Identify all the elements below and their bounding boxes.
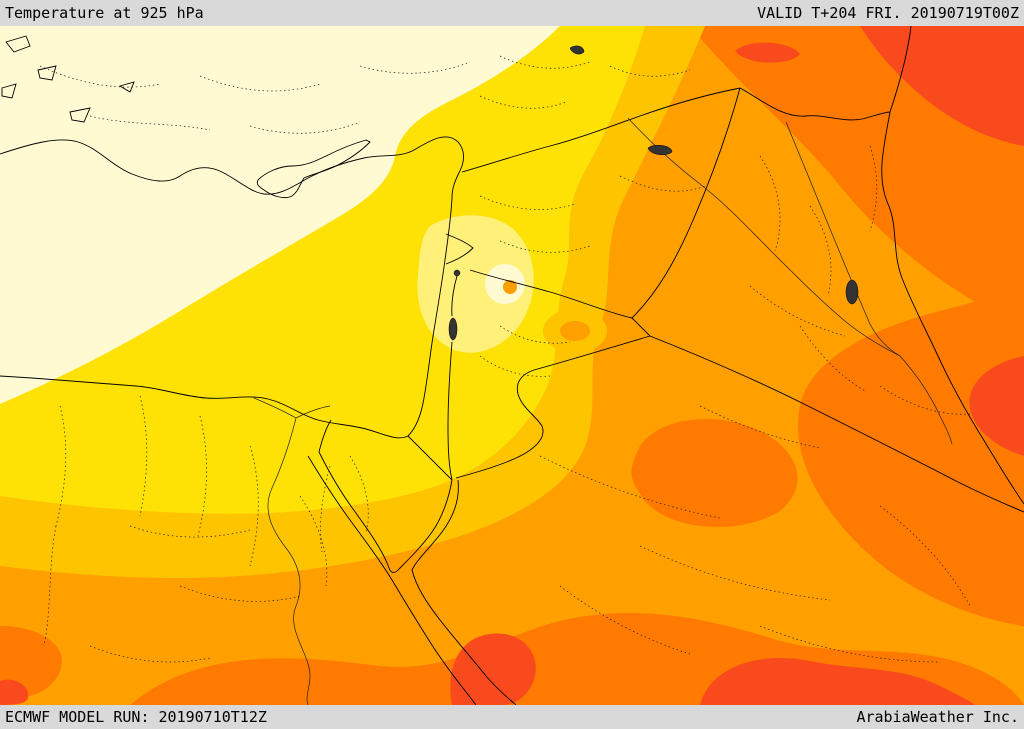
field-orange-jordan-core: [560, 321, 590, 341]
border-turkey-iraq-iran: [739, 26, 912, 121]
weather-map: [0, 26, 1024, 705]
lake-tharthar: [845, 279, 859, 305]
nile-delta-branches: [253, 397, 331, 419]
rivers: [253, 117, 953, 705]
border-syria-iraq: [631, 87, 741, 319]
field-dark-orange-rightmid: [798, 286, 1024, 626]
model-run-label: ECMWF MODEL RUN: 20190710T12Z: [5, 707, 267, 726]
lakes: [448, 45, 859, 341]
field-red-rightedge: [969, 356, 1024, 456]
border-lebanon: [445, 233, 474, 265]
border-iraq-saudi: [649, 335, 1024, 513]
sinai-gulf-aqaba-west: [318, 419, 453, 573]
border-jordan-valley: [447, 275, 458, 481]
border-iran-iraq: [881, 111, 1024, 505]
gulf-aqaba-east-saudi-coast: [411, 479, 517, 705]
field-red-bottomleft-corner: [0, 679, 29, 705]
border-israel-egypt: [407, 435, 453, 481]
coastlines: [0, 35, 517, 705]
border-jordan-syria: [469, 269, 633, 319]
border-jordan-saudi: [455, 335, 651, 479]
border-turkey-syria: [461, 87, 741, 173]
border-jordan-iraq: [631, 317, 651, 337]
field-red-top-streak: [735, 42, 800, 63]
dead-sea: [448, 317, 458, 341]
admin-boundaries-dotted: [39, 55, 971, 663]
egypt-red-sea-coast: [307, 455, 477, 705]
field-dark-orange-saudi-patch: [631, 419, 798, 528]
footer-bar: ECMWF MODEL RUN: 20190710T12Z ArabiaWeat…: [0, 705, 1024, 729]
turkish-lake: [569, 45, 585, 55]
field-red-bottomright: [700, 657, 975, 705]
field-orange-deadsea-dot: [503, 280, 517, 294]
attribution-label: ArabiaWeather Inc.: [856, 707, 1019, 726]
weather-map-svg: [0, 26, 1024, 705]
temperature-field: [0, 26, 1024, 705]
valid-time-label: VALID T+204 FRI. 20190719T00Z: [757, 3, 1019, 22]
field-red-topright-corner: [860, 26, 1024, 146]
field-red-redsea-blob: [450, 633, 536, 705]
sea-of-galilee: [453, 269, 461, 277]
country-borders: [407, 26, 1024, 513]
nile-river: [267, 417, 311, 705]
cyprus-island: [256, 139, 371, 199]
mediterranean-coast: [0, 136, 464, 439]
tigris-river: [785, 121, 901, 357]
lake-assad: [647, 144, 673, 156]
map-title: Temperature at 925 hPa: [5, 3, 204, 22]
header-bar: Temperature at 925 hPa VALID T+204 FRI. …: [0, 0, 1024, 26]
aegean-islands: [1, 35, 135, 123]
field-dark-orange-bottomleft: [0, 626, 62, 698]
euphrates-river: [627, 117, 901, 357]
shatt-al-arab: [899, 355, 953, 445]
field-pale: [0, 26, 560, 404]
